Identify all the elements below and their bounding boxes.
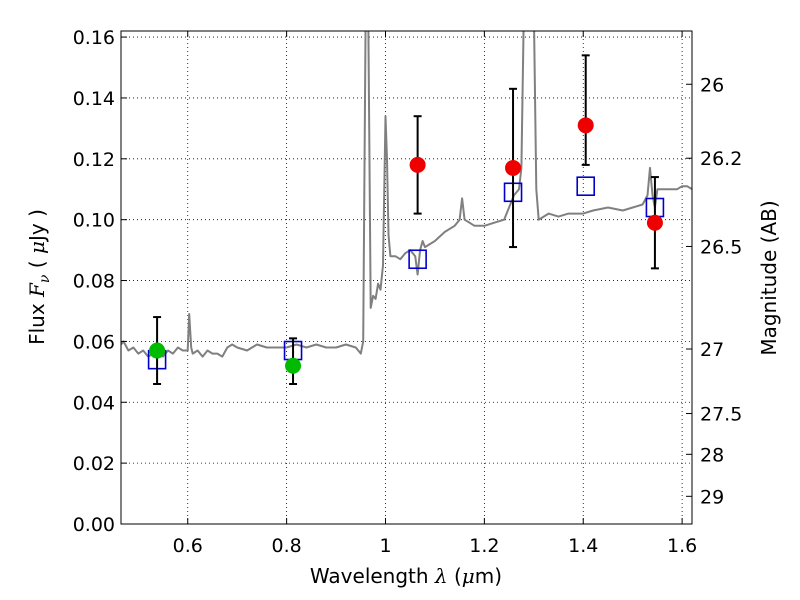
y-tick-label: 0.10 bbox=[73, 210, 115, 232]
x-tick-label: 1.2 bbox=[469, 535, 499, 557]
observed-point bbox=[577, 117, 594, 134]
model-square-marker bbox=[408, 249, 427, 270]
x-tick-label: 0.6 bbox=[173, 535, 203, 557]
y2-tick-label: 27.5 bbox=[700, 404, 742, 426]
y-axis-label: Flux Fν ( μJy ) bbox=[25, 209, 53, 345]
y-tick-label: 0.00 bbox=[73, 514, 115, 536]
x-tick-label: 0.8 bbox=[272, 535, 302, 557]
y-tick-label: 0.02 bbox=[73, 453, 115, 475]
x-tick-label: 1.4 bbox=[568, 535, 598, 557]
x-axis-label: Wavelength λ (μm) bbox=[310, 564, 502, 588]
y2-tick-label: 26.2 bbox=[700, 148, 742, 170]
y2-tick-label: 29 bbox=[700, 486, 724, 508]
x-tick-label: 1.6 bbox=[667, 535, 697, 557]
plot-frame bbox=[120, 30, 693, 525]
observed-point bbox=[149, 342, 166, 359]
observed-point bbox=[505, 159, 522, 176]
y2-tick-label: 26 bbox=[700, 74, 724, 96]
y-tick-label: 0.06 bbox=[73, 331, 115, 353]
spectrum-line bbox=[121, 31, 692, 358]
y2-tick-label: 27 bbox=[700, 339, 724, 361]
observed-point bbox=[409, 156, 426, 173]
y-tick-label: 0.16 bbox=[73, 27, 115, 49]
ticks: 0.6 0.8 1 1.2 1.4 1.6 0.00 0.02 0.04 0.06 0.08 0.10… bbox=[73, 27, 743, 557]
x-tick-label: 1 bbox=[379, 535, 391, 557]
y2-tick-label: 28 bbox=[700, 444, 724, 466]
y2-tick-label: 26.5 bbox=[700, 236, 742, 258]
plot-area bbox=[121, 31, 692, 358]
observed-point bbox=[646, 214, 663, 231]
markers bbox=[147, 54, 665, 386]
observed-point bbox=[285, 357, 302, 374]
y-tick-label: 0.04 bbox=[73, 392, 115, 414]
y-tick-label: 0.08 bbox=[73, 271, 115, 293]
y-tick-label: 0.12 bbox=[73, 149, 115, 171]
y2-axis-label: Magnitude (AB) bbox=[757, 200, 781, 355]
y-tick-label: 0.14 bbox=[73, 88, 115, 110]
model-square-marker bbox=[576, 176, 596, 197]
